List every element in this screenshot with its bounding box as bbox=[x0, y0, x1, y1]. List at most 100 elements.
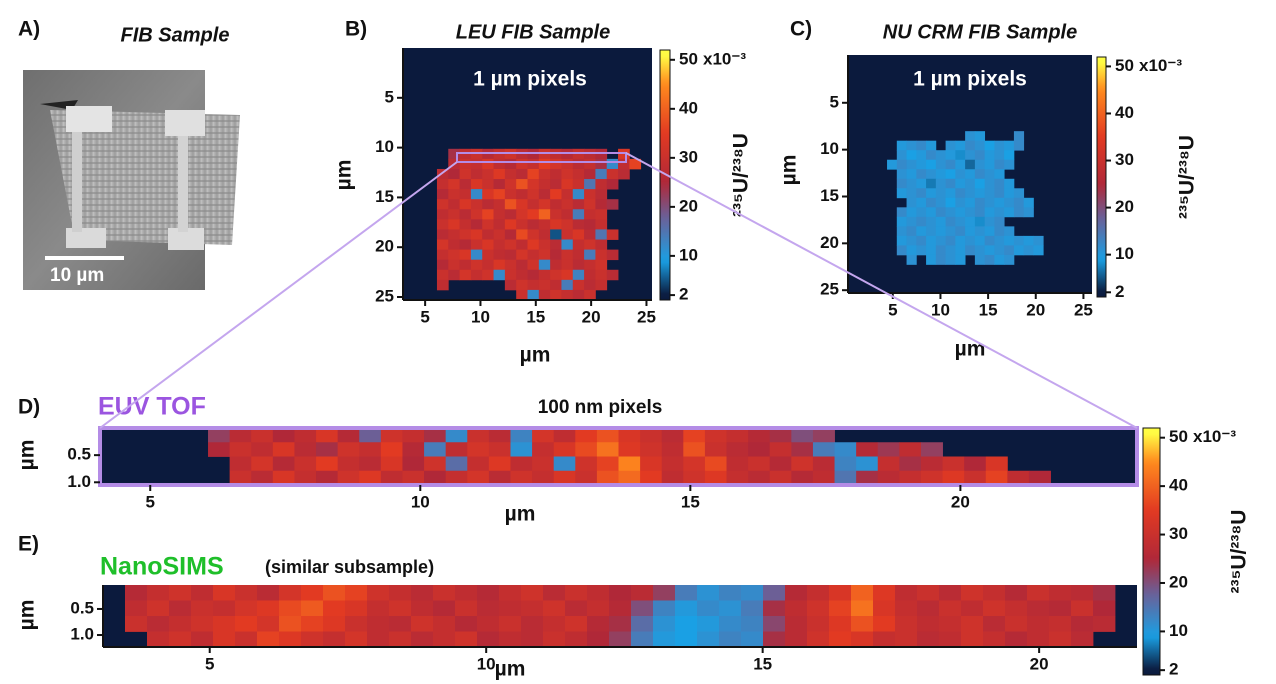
heatmap-cell bbox=[528, 199, 540, 209]
heatmap-cell bbox=[455, 632, 477, 648]
heatmap-cell bbox=[565, 585, 587, 601]
heatmap-cell bbox=[965, 131, 975, 141]
heatmap-cell bbox=[389, 616, 411, 632]
heatmap-cell bbox=[301, 601, 323, 617]
heatmap-cell bbox=[477, 601, 499, 617]
heatmap-cell bbox=[770, 428, 792, 443]
heatmap-cell bbox=[785, 632, 807, 648]
heatmap-cell bbox=[460, 219, 472, 229]
heatmap-cell bbox=[437, 219, 449, 229]
heatmap-cell bbox=[505, 179, 517, 189]
heatmap-cell bbox=[631, 616, 653, 632]
heatmap-cell bbox=[607, 169, 619, 179]
heatmap-cell bbox=[494, 260, 506, 270]
heatmap-cell bbox=[813, 428, 835, 443]
heatmap-cell bbox=[550, 169, 562, 179]
heatmap-cell bbox=[467, 442, 489, 457]
heatmap-cell bbox=[257, 585, 279, 601]
heatmap-cell bbox=[550, 219, 562, 229]
heatmap-cell bbox=[741, 585, 763, 601]
heatmap-cell bbox=[389, 585, 411, 601]
heatmap-cell bbox=[907, 188, 917, 198]
heatmap-cell bbox=[917, 585, 939, 601]
heatmap-cell bbox=[561, 169, 573, 179]
heatmap-cell bbox=[471, 169, 483, 179]
heatmap-cell bbox=[916, 169, 926, 179]
heatmap-cell bbox=[829, 616, 851, 632]
heatmap-cell bbox=[1004, 150, 1014, 160]
y-tick-label: 1.0 bbox=[67, 472, 91, 491]
heatmap-cell bbox=[965, 198, 975, 208]
heatmap-cell bbox=[448, 219, 460, 229]
heatmap-cell bbox=[539, 280, 551, 290]
heatmap-cell bbox=[640, 457, 662, 472]
heatmap-cell bbox=[505, 209, 517, 219]
heatmap-cell bbox=[1033, 245, 1043, 255]
heatmap-cell bbox=[835, 442, 857, 457]
heatmap-cell bbox=[748, 428, 770, 443]
heatmap-cell bbox=[851, 585, 873, 601]
heatmap-cell bbox=[807, 601, 829, 617]
heatmap-cell bbox=[539, 199, 551, 209]
heatmap-cell bbox=[561, 290, 573, 300]
heatmap-cell bbox=[994, 150, 1004, 160]
heatmap-cell bbox=[965, 226, 975, 236]
heatmap-cell bbox=[939, 632, 961, 648]
colorbar-tick-label: 30 bbox=[1169, 524, 1188, 543]
heatmap-cell bbox=[653, 616, 675, 632]
heatmap-cell bbox=[446, 457, 468, 472]
heatmap-cell bbox=[516, 179, 528, 189]
heatmap-cell bbox=[482, 169, 494, 179]
heatmap-cell bbox=[921, 457, 943, 472]
heatmap-cell bbox=[873, 616, 895, 632]
heatmap-cell bbox=[719, 632, 741, 648]
heatmap-cell bbox=[235, 601, 257, 617]
heatmap-cell bbox=[448, 229, 460, 239]
heatmap-cell bbox=[619, 457, 641, 472]
heatmap-cell bbox=[994, 255, 1004, 265]
heatmap-cell bbox=[936, 150, 946, 160]
heatmap-cell bbox=[561, 260, 573, 270]
heatmap-cell bbox=[653, 585, 675, 601]
heatmap-cell bbox=[785, 601, 807, 617]
heatmap-cell bbox=[1027, 632, 1049, 648]
heatmap-cell bbox=[975, 160, 985, 170]
x-tick-label: 15 bbox=[526, 307, 545, 326]
heatmap-cell bbox=[936, 160, 946, 170]
heatmap-cell bbox=[482, 149, 494, 159]
heatmap-cell bbox=[359, 442, 381, 457]
heatmap-cell bbox=[273, 457, 295, 472]
heatmap-cell bbox=[985, 169, 995, 179]
heatmap-cell bbox=[675, 601, 697, 617]
heatmap-cell bbox=[856, 442, 878, 457]
heatmap-cell bbox=[1005, 632, 1027, 648]
heatmap-cell bbox=[471, 219, 483, 229]
colorbar-tick-label: 30 bbox=[679, 147, 698, 166]
heatmap-cell bbox=[813, 442, 835, 457]
heatmap-cell bbox=[251, 442, 273, 457]
heatmap-cell bbox=[955, 169, 965, 179]
heatmap-cell bbox=[573, 199, 585, 209]
heatmap-cell bbox=[359, 457, 381, 472]
heatmap-cell bbox=[460, 240, 472, 250]
heatmap-cell bbox=[482, 219, 494, 229]
heatmap-cell bbox=[829, 632, 851, 648]
heatmap-cell bbox=[985, 236, 995, 246]
heatmap-cell bbox=[257, 616, 279, 632]
heatmap-cell bbox=[705, 457, 727, 472]
heatmap-cell bbox=[433, 632, 455, 648]
heatmap-cell bbox=[1014, 236, 1024, 246]
heatmap-cell bbox=[1004, 160, 1014, 170]
x-tick-label: 5 bbox=[145, 492, 154, 511]
heatmap-cell bbox=[961, 632, 983, 648]
subtitle: (similar subsample) bbox=[265, 557, 434, 577]
heatmap-cell bbox=[1024, 207, 1034, 217]
heatmap-cell bbox=[273, 428, 295, 443]
heatmap-cell bbox=[741, 632, 763, 648]
x-tick-label: 15 bbox=[681, 492, 700, 511]
heatmap-cell bbox=[897, 169, 907, 179]
y-axis-label: µm bbox=[333, 160, 356, 191]
heatmap-cell bbox=[618, 159, 630, 169]
heatmap-cell bbox=[897, 207, 907, 217]
heatmap-cell bbox=[961, 616, 983, 632]
